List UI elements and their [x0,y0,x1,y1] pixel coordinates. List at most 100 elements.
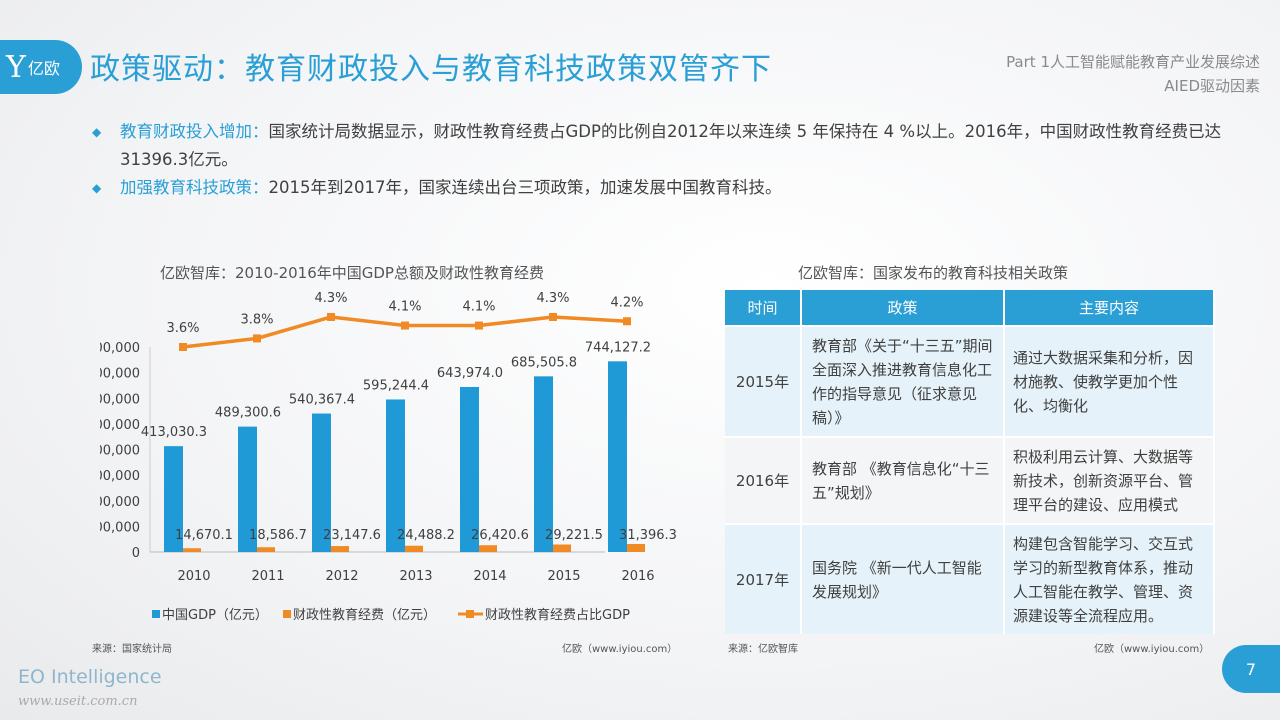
ratio-point [253,334,261,343]
x-tick-label: 2015 [547,569,580,584]
cell-policy: 教育部 《教育信息化“十三五”规划》 [801,436,1005,524]
bullet-text: 2015年到2017年，国家连续出台三项政策，加速发展中国教育科技。 [268,178,782,197]
page-title: 政策驱动：教育财政投入与教育科技政策双管齐下 [90,52,772,87]
page-number: 7 [1222,645,1280,693]
cell-content: 通过大数据采集和分析，因材施教、使教学更加个性化、均衡化 [1004,325,1215,437]
x-tick-label: 2010 [177,569,210,584]
bullet-highlight: 教育财政投入增加： [120,122,269,141]
edu-bar [405,545,423,552]
gdp-bar-label: 685,505.8 [511,355,577,370]
ratio-label: 3.6% [166,321,199,336]
bullet-list: 教育财政投入增加：国家统计局数据显示，财政性教育经费占GDP的比例自2012年以… [92,118,1232,202]
ratio-point [179,343,187,351]
gdp-bar-label: 595,244.4 [363,378,429,393]
x-tick-label: 2013 [399,569,432,584]
table-header: 时间 政策 主要内容 [725,290,1215,326]
ratio-label: 4.3% [536,291,569,306]
table-credit: 亿欧（www.iyiou.com） [1094,644,1210,655]
legend-edu: 财政性教育经费（亿元） [293,607,436,623]
gdp-bar [534,376,553,552]
gdp-bar [238,426,257,552]
legend-edu-swatch [283,610,291,618]
bullet-item: 教育财政投入增加：国家统计局数据显示，财政性教育经费占GDP的比例自2012年以… [92,118,1232,174]
gdp-bar-label: 489,300.6 [215,406,281,421]
y-tick-label: 100,000 [100,520,140,535]
ratio-point [475,321,483,330]
cell-policy: 国务院 《新一代人工智能发展规划》 [801,523,1005,634]
y-tick-label: 400,000 [100,444,140,459]
table-source: 来源：亿欧智库 [728,644,798,655]
header-content: 主要内容 [1004,290,1215,326]
cell-content: 构建包含智能学习、交互式学习的新型教育体系，推动人工智能在教学、管理、资源建设等… [1004,523,1215,634]
bullet-text: 国家统计局数据显示，财政性教育经费占GDP的比例自2012年以来连续 5 年保持… [120,122,1222,169]
legend-gdp-swatch [152,610,160,618]
chart-source: 来源：国家统计局 [92,644,172,655]
edu-bar [257,547,275,552]
ratio-label: 3.8% [240,312,273,327]
x-tick-label: 2012 [325,569,358,584]
cell-policy: 教育部《关于“十三五”期间全面深入推进教育信息化工作的指导意见（征求意见稿）》 [801,325,1005,437]
part-label: Part 1人工智能赋能教育产业发展综述 [1006,53,1260,71]
watermark: www.useit.com.cn [18,694,138,709]
edu-bar-label: 14,670.1 [175,528,233,543]
ratio-label: 4.1% [462,300,495,315]
y-tick-label: 700,000 [100,367,140,382]
edu-bar-label: 26,420.6 [471,528,529,543]
legend-ratio-swatch [466,610,474,618]
ratio-label: 4.1% [388,300,421,315]
edu-bar [183,548,201,552]
bullet-item: 加强教育科技政策：2015年到2017年，国家连续出台三项政策，加速发展中国教育… [92,174,1232,202]
gdp-bar-label: 540,367.4 [289,393,355,408]
ratio-point [401,321,409,330]
edu-bar-label: 23,147.6 [323,528,381,543]
header-time: 时间 [725,290,802,326]
table-row: 2016年 教育部 《教育信息化“十三五”规划》 积极利用云计算、大数据等新技术，创… [725,436,1215,524]
chart-credit: 亿欧（www.iyiou.com） [562,644,678,655]
y-tick-label: 300,000 [100,469,140,484]
gdp-bar [386,399,405,552]
table-row: 2017年 国务院 《新一代人工智能发展规划》 构建包含智能学习、交互式学习的新型… [725,523,1215,634]
y-tick-label: 500,000 [100,418,140,433]
cell-year: 2017年 [725,523,802,634]
gdp-bar [608,361,627,552]
ratio-point [623,317,631,326]
chart-title: 亿欧智库：2010-2016年中国GDP总额及财政性教育经费 [160,264,544,282]
edu-bar [553,544,571,552]
logo-text: 亿欧 [27,59,60,78]
edu-bar-label: 29,221.5 [545,528,603,543]
y-tick-label: 800,000 [100,341,140,356]
y-tick-label: 0 [132,546,140,561]
gdp-bar [312,413,331,552]
edu-bar [331,546,349,552]
cell-year: 2016年 [725,436,802,524]
gdp-bar [164,446,183,552]
cell-year: 2015年 [725,325,802,437]
gdp-chart: 0 100,000 200,000 300,000 400,000 500,000 600,… [100,291,677,623]
edu-bar [479,545,497,552]
gdp-bar-label: 744,127.2 [585,340,651,355]
x-tick-label: 2016 [621,569,654,584]
legend-ratio: 财政性教育经费占比GDP [485,607,630,623]
y-tick-label: 200,000 [100,495,140,510]
x-tick-label: 2014 [473,569,506,584]
cell-content: 积极利用云计算、大数据等新技术，创新资源平台、管理平台的建设、应用模式 [1004,436,1215,524]
edu-bar-label: 18,586.7 [249,528,307,543]
gdp-bar-label: 643,974.0 [437,366,503,381]
logo: Y 亿欧 [0,40,82,94]
ratio-label: 4.3% [314,291,347,306]
table-row: 2015年 教育部《关于“十三五”期间全面深入推进教育信息化工作的指导意见（征求意… [725,325,1215,437]
ratio-point [549,312,557,321]
gdp-bar-label: 413,030.3 [141,425,207,440]
table-title: 亿欧智库：国家发布的教育科技相关政策 [798,264,1069,282]
section-header: Part 1人工智能赋能教育产业发展综述 AIED驱动因素 [1006,50,1260,98]
bullet-highlight: 加强教育科技政策： [120,178,269,197]
gdp-bar [460,386,479,552]
edu-bar [627,543,645,552]
footer-brand: EO Intelligence [18,666,162,688]
x-tick-label: 2011 [251,569,284,584]
policy-table: 时间 政策 主要内容 2015年 教育部《关于“十三五”期间全面深入推进教育信息化工作… [725,290,1215,634]
logo-glyph: Y [6,49,26,85]
legend-gdp: 中国GDP（亿元） [162,608,268,623]
section-label: AIED驱动因素 [1164,77,1260,95]
edu-bar-label: 24,488.2 [397,528,455,543]
